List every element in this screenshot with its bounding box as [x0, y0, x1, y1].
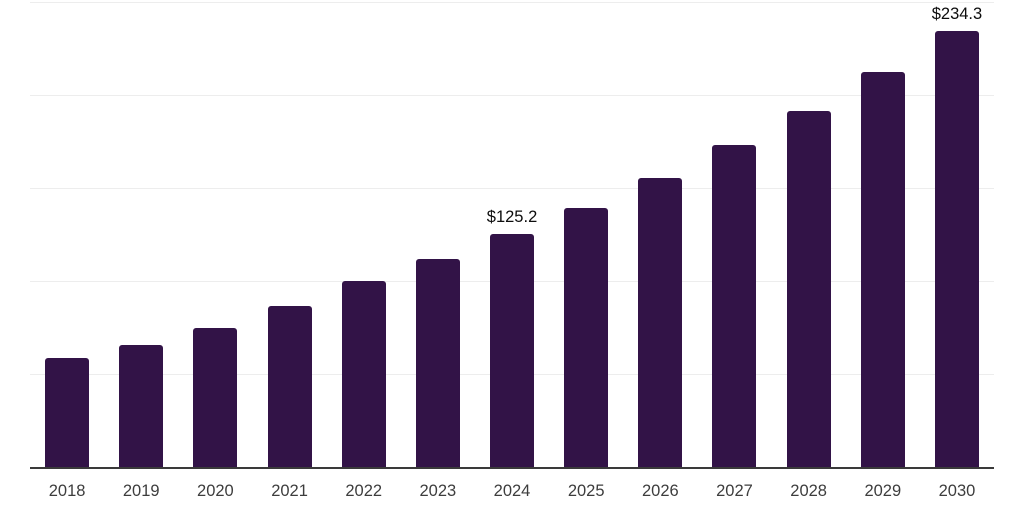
bar-2023: [415, 258, 460, 467]
bar-slot-2027: [697, 2, 771, 467]
bar-2020: [193, 327, 238, 467]
bar-slot-2021: [252, 2, 326, 467]
bar-2030: [934, 31, 979, 467]
data-label-2030: $234.3: [931, 4, 983, 23]
gridline-150: [30, 188, 994, 189]
bar-slot-2020: [178, 2, 252, 467]
x-tick-label-2021: 2021: [271, 482, 308, 500]
x-tick-label-2023: 2023: [419, 482, 457, 500]
bar-slot-2025: [549, 2, 623, 467]
x-tick-label-2030: 2030: [938, 482, 976, 500]
bar-slot-2019: [104, 2, 178, 467]
bar-slot-2018: [30, 2, 104, 467]
bars-container: $125.2 $234.3: [30, 2, 994, 467]
x-tick-label-2022: 2022: [345, 482, 383, 500]
x-tick-label-2019: 2019: [122, 482, 160, 500]
bar-2028: [786, 110, 831, 467]
bar-slot-2030: $234.3: [920, 2, 994, 467]
x-axis-labels: 2018 2019 2020 2021 2022 2023 2024 2025 2026 2027…: [30, 483, 994, 500]
bar-2025: [564, 207, 609, 467]
x-tick-label-2029: 2029: [864, 482, 902, 500]
bar-2029: [860, 71, 905, 467]
plot-area: $125.2 $234.3: [30, 2, 994, 469]
x-tick-label-2026: 2026: [641, 482, 679, 500]
bar-slot-2024: $125.2: [475, 2, 549, 467]
x-tick-label-2025: 2025: [567, 482, 605, 500]
x-tick-label-2020: 2020: [197, 482, 234, 500]
bar-2026: [638, 178, 683, 467]
bar-2021: [267, 306, 312, 467]
bar-2024: [490, 234, 535, 467]
bar-slot-2028: [772, 2, 846, 467]
bar-slot-2023: [401, 2, 475, 467]
data-label-2024: $125.2: [486, 207, 538, 226]
bar-slot-2026: [623, 2, 697, 467]
gridline-200: [30, 95, 994, 96]
gridline-250: [30, 2, 994, 3]
x-tick-label-2027: 2027: [716, 482, 753, 500]
bar-2019: [119, 344, 164, 467]
x-tick-label-2028: 2028: [790, 482, 827, 500]
bar-slot-2022: [327, 2, 401, 467]
x-tick-label-2024: 2024: [493, 482, 531, 500]
bar-2027: [712, 145, 757, 467]
x-tick-label-2018: 2018: [48, 482, 86, 500]
bar-2018: [45, 357, 90, 467]
bar-slot-2029: [846, 2, 920, 467]
bar-2022: [341, 281, 386, 467]
